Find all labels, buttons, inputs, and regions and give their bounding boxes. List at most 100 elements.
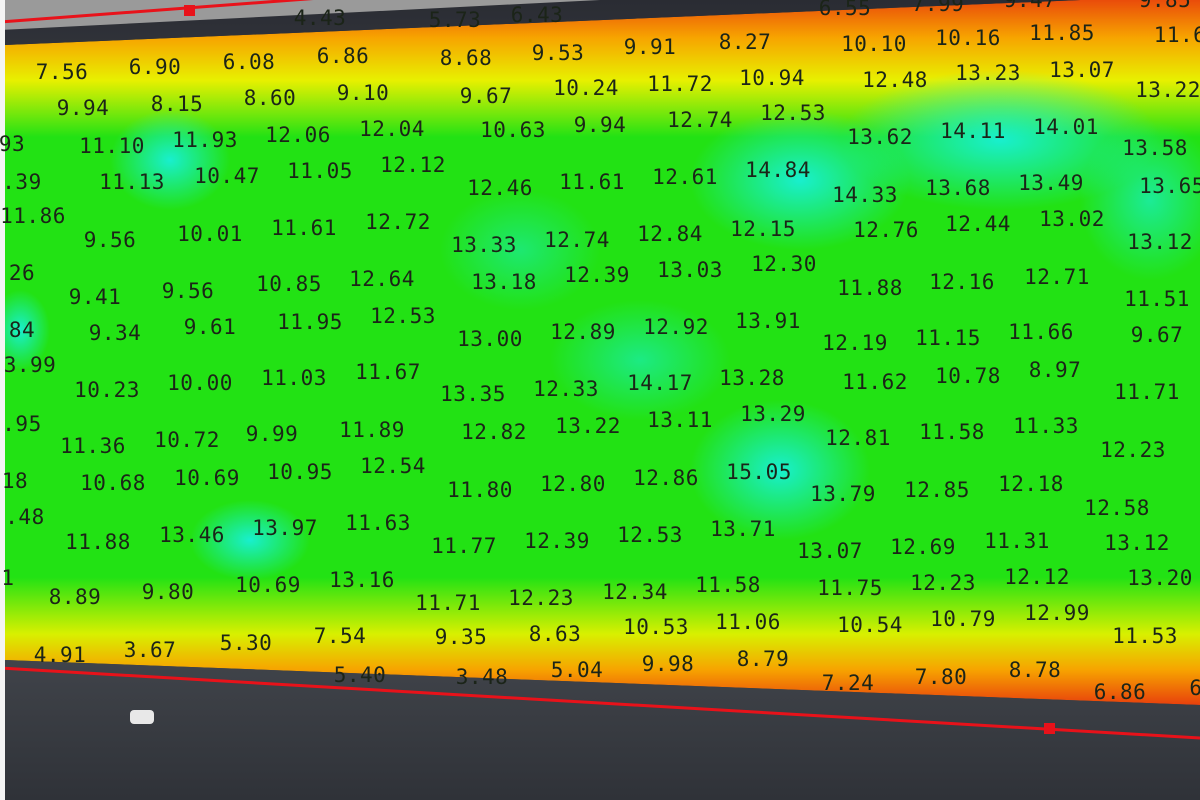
value-label: 9.80 <box>141 580 195 604</box>
value-label: 13.79 <box>810 482 876 506</box>
value-label: 10.94 <box>739 66 805 90</box>
value-label: 11.61 <box>271 216 337 240</box>
value-label: 13.62 <box>847 125 913 149</box>
value-label: 6.55 <box>818 0 872 20</box>
value-label: 12.86 <box>633 466 699 490</box>
value-label: 6.90 <box>128 55 182 79</box>
value-label: 14.33 <box>832 183 898 207</box>
value-label: 12.72 <box>365 210 431 234</box>
value-label: 9.47 <box>1003 0 1057 12</box>
value-label: 4.91 <box>33 643 87 667</box>
value-label: 10.63 <box>480 118 546 142</box>
value-label: 5.73 <box>428 8 482 32</box>
bottom-boundary-line[interactable] <box>0 666 1200 740</box>
value-label: 10.69 <box>235 573 301 597</box>
value-label: 11.63 <box>345 511 411 535</box>
value-label: 12.81 <box>825 426 891 450</box>
value-label: 13.58 <box>1122 136 1188 160</box>
value-label: 6.08 <box>222 50 276 74</box>
value-label: 12.85 <box>904 478 970 502</box>
value-label: 7.99 <box>911 0 965 16</box>
value-label: 10.95 <box>267 460 333 484</box>
value-label: 11.80 <box>447 478 513 502</box>
white-object <box>130 710 154 724</box>
value-label: 5.40 <box>333 663 387 687</box>
value-label: 8.97 <box>1028 358 1082 382</box>
value-label: 1 <box>1 566 15 590</box>
value-label: 12.30 <box>751 252 817 276</box>
value-label: 10.24 <box>553 76 619 100</box>
value-label: 12.54 <box>360 454 426 478</box>
value-label: 12.15 <box>730 217 796 241</box>
value-label: 8.60 <box>243 86 297 110</box>
value-label: 6.43 <box>510 3 564 27</box>
value-label: 11.03 <box>261 366 327 390</box>
value-label: 12.82 <box>461 420 527 444</box>
value-label: 9.56 <box>161 279 215 303</box>
value-label: 11.66 <box>1008 320 1074 344</box>
value-label: 8.15 <box>150 92 204 116</box>
heatmap-surface <box>5 0 1200 705</box>
value-label: 3.48 <box>455 665 509 689</box>
value-label: 13.33 <box>451 233 517 257</box>
value-label: .39 <box>2 170 42 194</box>
value-label: 12.33 <box>533 377 599 401</box>
bottom-boundary-vertex[interactable] <box>1044 723 1055 734</box>
value-label: 8.79 <box>736 647 790 671</box>
value-label: 14.84 <box>745 158 811 182</box>
value-label: 11.58 <box>919 420 985 444</box>
top-boundary-line[interactable] <box>0 0 320 24</box>
value-label: 13.03 <box>657 258 723 282</box>
value-label: 12.39 <box>564 263 630 287</box>
value-label: 12.39 <box>524 529 590 553</box>
value-label: 9.34 <box>88 321 142 345</box>
value-label: 11.06 <box>715 610 781 634</box>
value-label: 12.80 <box>540 472 606 496</box>
value-label: 13.71 <box>710 517 776 541</box>
value-label: 10.72 <box>154 428 220 452</box>
value-label: 12.23 <box>910 571 976 595</box>
value-label: 11.13 <box>99 170 165 194</box>
value-label: 7.80 <box>914 665 968 689</box>
value-label: 10.54 <box>837 613 903 637</box>
value-label: 12.12 <box>1004 565 1070 589</box>
value-label: 12.84 <box>637 222 703 246</box>
value-label: 9.61 <box>183 315 237 339</box>
value-label: 26 <box>8 261 36 285</box>
value-label: 10.69 <box>174 466 240 490</box>
value-label: 11.58 <box>695 573 761 597</box>
value-label: 14.01 <box>1033 115 1099 139</box>
value-label: 12.61 <box>652 165 718 189</box>
value-label: 11.88 <box>65 530 131 554</box>
value-label: 8.89 <box>48 585 102 609</box>
value-label: 12.19 <box>822 331 888 355</box>
value-label: 84 <box>8 318 36 342</box>
value-label: 6.86 <box>316 44 370 68</box>
value-label: 10.16 <box>935 26 1001 50</box>
value-label: 11.53 <box>1112 624 1178 648</box>
value-label: 11.88 <box>837 276 903 300</box>
value-label: 13.07 <box>797 539 863 563</box>
value-label: 7.54 <box>313 624 367 648</box>
value-label: 11.51 <box>1124 287 1190 311</box>
value-label: 10.23 <box>74 378 140 402</box>
top-boundary-vertex[interactable] <box>184 5 195 16</box>
value-label: 13.46 <box>159 523 225 547</box>
value-label: 9.91 <box>623 35 677 59</box>
left-edge-strip <box>0 0 5 800</box>
value-label: 13.12 <box>1127 230 1193 254</box>
value-label: 13.02 <box>1039 207 1105 231</box>
value-label: 10.79 <box>930 607 996 631</box>
value-label: 8.63 <box>528 622 582 646</box>
value-label: 9.85 <box>1138 0 1192 12</box>
value-label: 11.89 <box>339 418 405 442</box>
value-label: 12.64 <box>349 267 415 291</box>
value-label: 13.49 <box>1018 171 1084 195</box>
value-label: 13.22 <box>555 414 621 438</box>
value-label: 12.04 <box>359 117 425 141</box>
value-label: 10.68 <box>80 471 146 495</box>
value-label: 13.07 <box>1049 58 1115 82</box>
value-label: 7.56 <box>35 60 89 84</box>
value-label: 11.15 <box>915 326 981 350</box>
